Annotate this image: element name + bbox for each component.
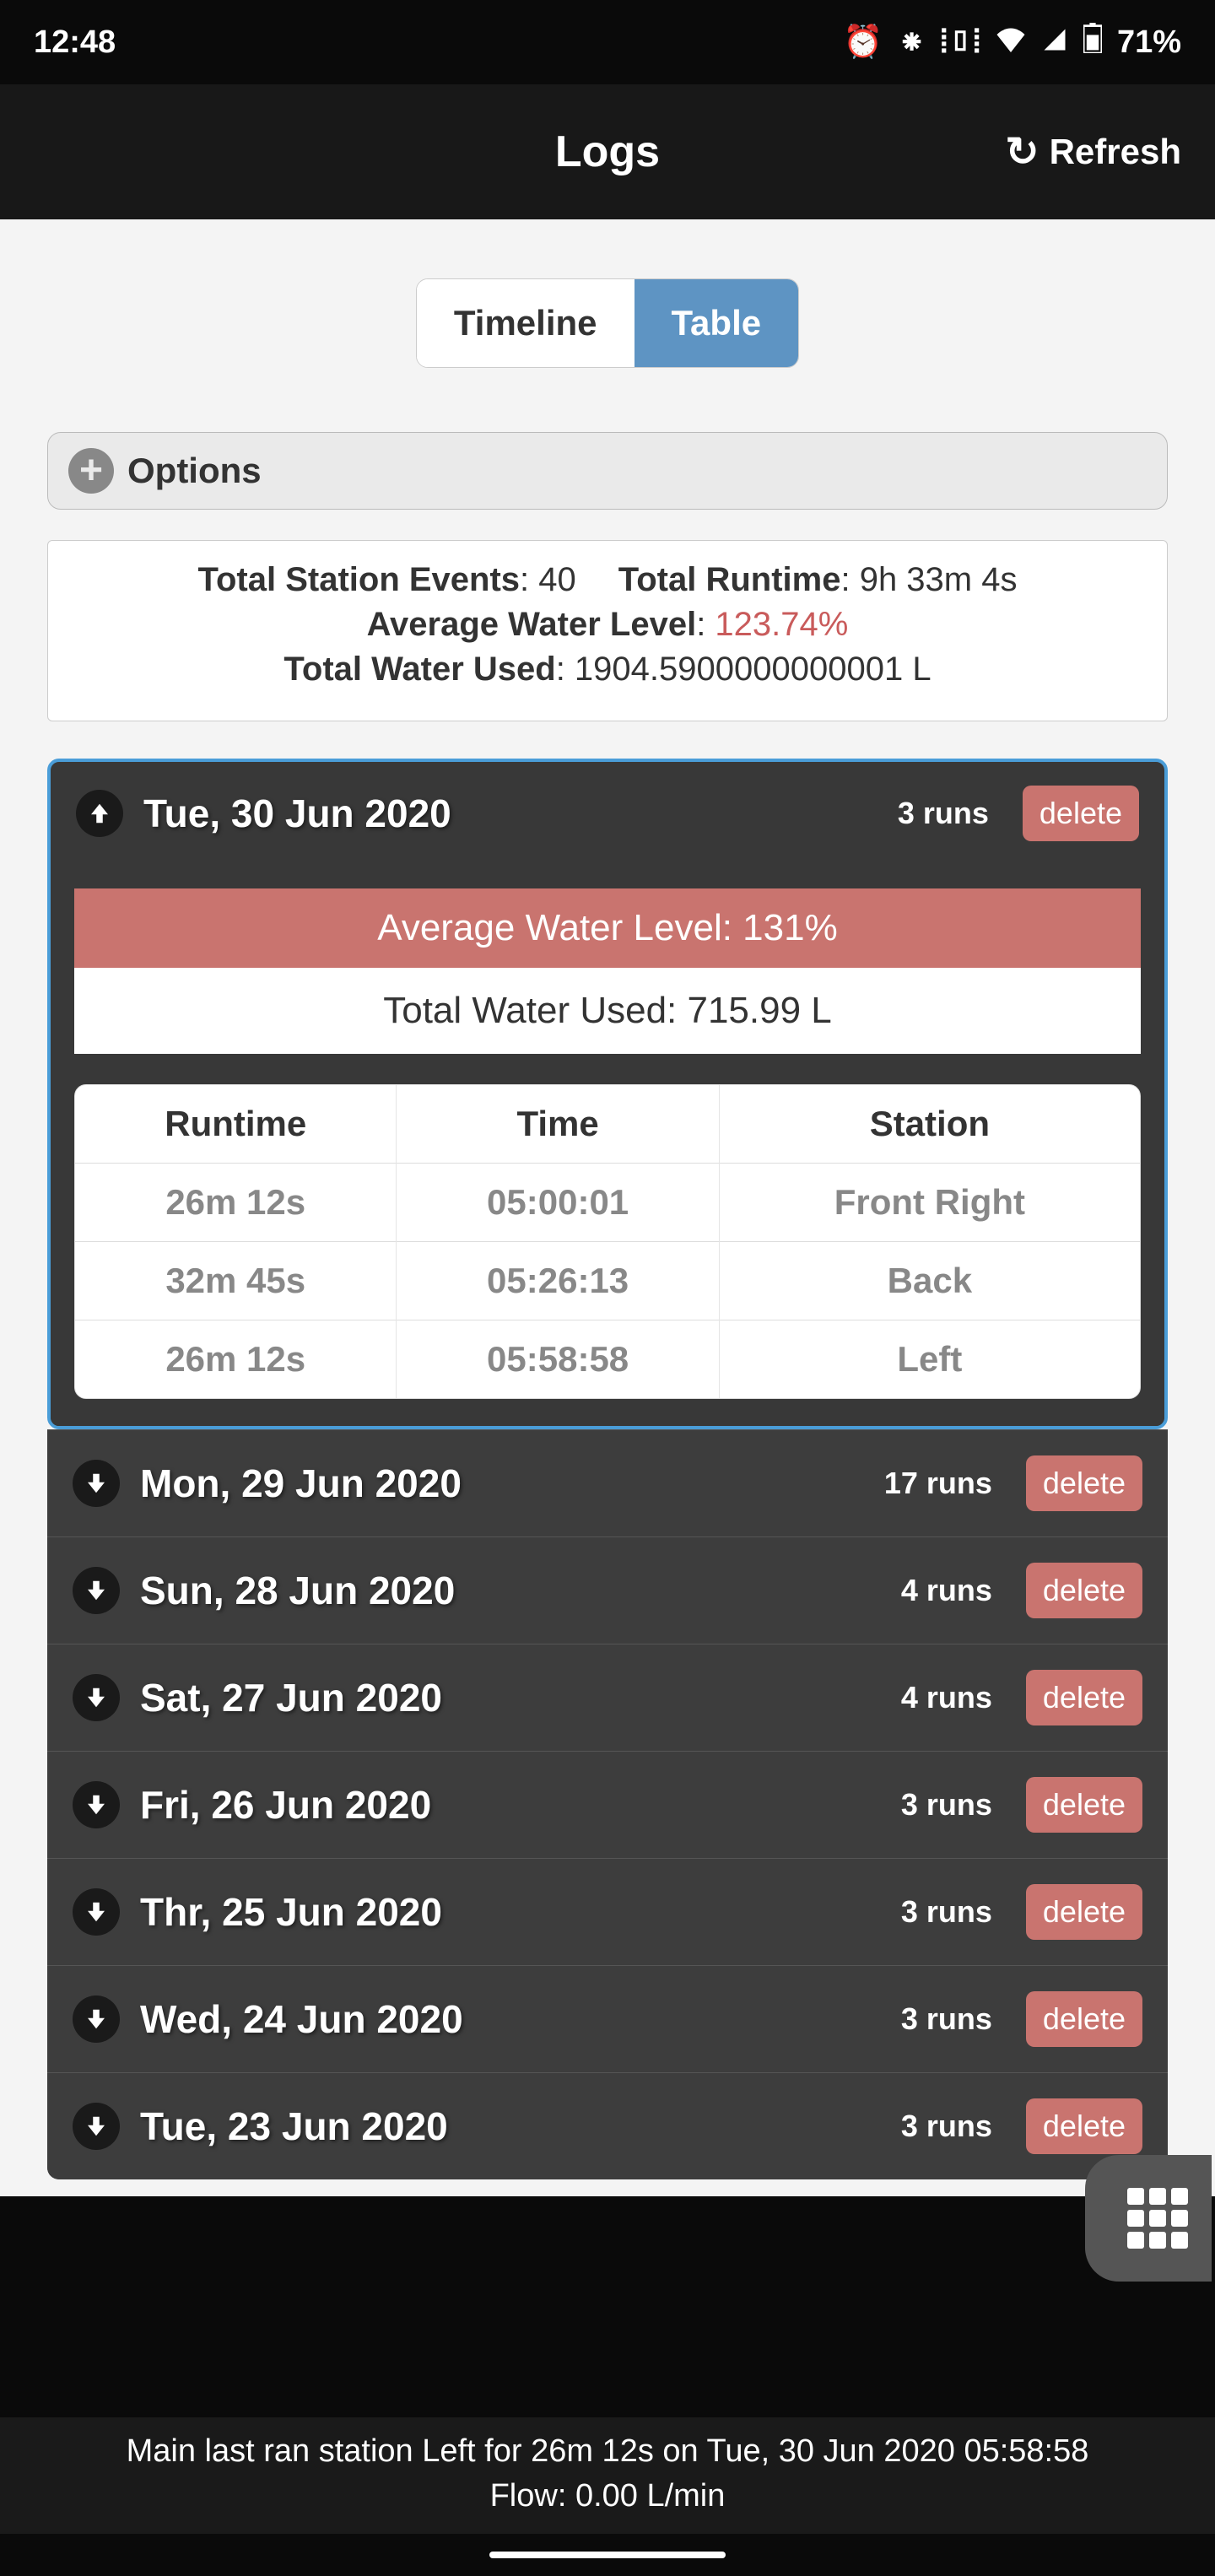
status-line2: Flow: 0.00 L/min xyxy=(17,2474,1198,2519)
tab-timeline[interactable]: Timeline xyxy=(417,279,634,367)
delete-button[interactable]: delete xyxy=(1026,1777,1142,1833)
expand-icon xyxy=(73,1781,120,1828)
nav-pill[interactable] xyxy=(489,2552,726,2558)
day-row[interactable]: Wed, 24 Jun 2020 3 runs delete xyxy=(47,1965,1168,2072)
day-date: Sat, 27 Jun 2020 xyxy=(140,1675,881,1720)
refresh-icon: ↻ xyxy=(1005,128,1039,176)
day-date: Wed, 24 Jun 2020 xyxy=(140,1996,881,2042)
day-date: Mon, 29 Jun 2020 xyxy=(140,1461,864,1506)
delete-button[interactable]: delete xyxy=(1026,1991,1142,2047)
expand-icon xyxy=(73,1888,120,1936)
table-row: 26m 12s 05:00:01 Front Right xyxy=(75,1164,1140,1242)
stat-used-value: : 1904.5900000000001 L xyxy=(556,651,932,688)
plus-icon: + xyxy=(68,448,114,494)
stat-runtime-label: Total Runtime xyxy=(618,561,841,598)
expand-icon xyxy=(73,2103,120,2150)
options-label: Options xyxy=(127,451,262,491)
delete-button[interactable]: delete xyxy=(1023,786,1139,841)
options-collapsible[interactable]: + Options xyxy=(47,432,1168,510)
delete-button[interactable]: delete xyxy=(1026,1563,1142,1618)
tab-table[interactable]: Table xyxy=(634,279,799,367)
expand-icon xyxy=(73,1995,120,2043)
runs-table: Runtime Time Station 26m 12s 05:00:01 Fr… xyxy=(74,1084,1141,1399)
apps-fab[interactable] xyxy=(1085,2155,1212,2282)
stats-summary: Total Station Events: 40 Total Runtime: … xyxy=(47,540,1168,721)
vibrate-icon: ⦙▯⦙ xyxy=(941,24,980,61)
day-row[interactable]: Tue, 23 Jun 2020 3 runs delete xyxy=(47,2072,1168,2179)
runs-count: 17 runs xyxy=(884,1466,992,1501)
day-header-expanded[interactable]: Tue, 30 Jun 2020 3 runs delete xyxy=(51,762,1164,865)
day-date: Sun, 28 Jun 2020 xyxy=(140,1568,881,1613)
stat-runtime-value: : 9h 33m 4s xyxy=(840,561,1017,598)
runs-count: 3 runs xyxy=(901,1787,992,1823)
runs-count: 4 runs xyxy=(901,1680,992,1715)
expand-icon xyxy=(73,1567,120,1614)
day-row[interactable]: Sun, 28 Jun 2020 4 runs delete xyxy=(47,1536,1168,1644)
delete-button[interactable]: delete xyxy=(1026,1455,1142,1511)
battery-pct: 71% xyxy=(1117,24,1181,61)
delete-button[interactable]: delete xyxy=(1026,2098,1142,2154)
day-date: Tue, 30 Jun 2020 xyxy=(143,791,878,836)
status-bar: 12:48 ⏰ ⁕ ⦙▯⦙ 71% xyxy=(0,0,1215,84)
day-row[interactable]: Fri, 26 Jun 2020 3 runs delete xyxy=(47,1751,1168,1858)
runs-count: 3 runs xyxy=(901,2109,992,2144)
runs-count: 3 runs xyxy=(901,2001,992,2037)
stat-events-label: Total Station Events xyxy=(198,561,521,598)
day-row[interactable]: Thr, 25 Jun 2020 3 runs delete xyxy=(47,1858,1168,1965)
runs-count: 3 runs xyxy=(901,1894,992,1930)
refresh-button[interactable]: ↻ Refresh xyxy=(1005,128,1181,176)
day-expanded: Tue, 30 Jun 2020 3 runs delete Average W… xyxy=(47,759,1168,1429)
day-row[interactable]: Mon, 29 Jun 2020 17 runs delete xyxy=(47,1429,1168,1536)
signal-icon xyxy=(1041,24,1068,61)
nav-bar xyxy=(0,2534,1215,2576)
stat-events-value: : 40 xyxy=(520,561,576,598)
stat-used-label: Total Water Used xyxy=(284,651,555,688)
battery-icon xyxy=(1083,23,1102,62)
day-row[interactable]: Sat, 27 Jun 2020 4 runs delete xyxy=(47,1644,1168,1751)
grid-icon xyxy=(1127,2188,1188,2249)
stat-avg-value: 123.74% xyxy=(715,606,848,643)
status-time: 12:48 xyxy=(34,24,116,61)
runs-count: 3 runs xyxy=(898,796,989,831)
wifi-icon xyxy=(996,24,1026,61)
status-icons: ⏰ ⁕ ⦙▯⦙ 71% xyxy=(843,23,1181,62)
avg-water-level: Average Water Level: 131% xyxy=(74,888,1141,968)
collapse-icon xyxy=(76,790,123,837)
status-line1: Main last ran station Left for 26m 12s o… xyxy=(17,2429,1198,2474)
total-water-used: Total Water Used: 715.99 L xyxy=(74,968,1141,1054)
app-header: Logs ↻ Refresh xyxy=(0,84,1215,219)
table-row: 32m 45s 05:26:13 Back xyxy=(75,1242,1140,1320)
delete-button[interactable]: delete xyxy=(1026,1670,1142,1725)
day-date: Tue, 23 Jun 2020 xyxy=(140,2103,881,2149)
day-list: Mon, 29 Jun 2020 17 runs delete Sun, 28 … xyxy=(47,1429,1168,2179)
bluetooth-icon: ⁕ xyxy=(899,24,926,62)
col-station: Station xyxy=(719,1085,1140,1164)
delete-button[interactable]: delete xyxy=(1026,1884,1142,1940)
col-runtime: Runtime xyxy=(75,1085,397,1164)
day-date: Thr, 25 Jun 2020 xyxy=(140,1889,881,1935)
expand-icon xyxy=(73,1460,120,1507)
page-title: Logs xyxy=(555,127,660,177)
alarm-icon: ⏰ xyxy=(843,24,883,61)
main-content: Timeline Table + Options Total Station E… xyxy=(0,219,1215,2196)
refresh-label: Refresh xyxy=(1050,132,1181,172)
view-toggle: Timeline Table xyxy=(47,278,1168,368)
col-time: Time xyxy=(397,1085,719,1164)
stat-avg-label: Average Water Level xyxy=(367,606,697,643)
expand-icon xyxy=(73,1674,120,1721)
bottom-status: Main last ran station Left for 26m 12s o… xyxy=(0,2417,1215,2534)
runs-count: 4 runs xyxy=(901,1573,992,1608)
day-date: Fri, 26 Jun 2020 xyxy=(140,1782,881,1828)
table-row: 26m 12s 05:58:58 Left xyxy=(75,1320,1140,1399)
